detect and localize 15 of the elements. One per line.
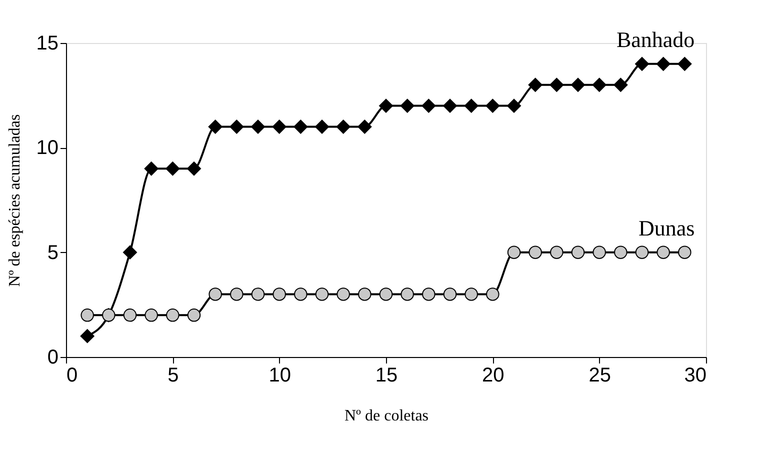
y-tick-label: 10 xyxy=(36,137,58,160)
y-axis-title: Nº de espécies acumuladas xyxy=(6,114,24,287)
x-tick-label: 10 xyxy=(268,364,291,386)
y-tick-label: 15 xyxy=(36,32,58,54)
x-tick-label: 20 xyxy=(482,364,504,386)
y-tick-label: 5 xyxy=(47,242,58,264)
x-tick-label: 0 xyxy=(66,364,78,386)
y-tick-label: 0 xyxy=(47,346,58,368)
x-tick-label: 15 xyxy=(375,364,398,386)
series-label: Banhado xyxy=(616,26,695,52)
x-tick-label: 25 xyxy=(588,364,611,386)
series-label: Dunas xyxy=(638,215,695,240)
x-tick-label: 5 xyxy=(168,364,179,386)
x-axis-title: Nº de coletas xyxy=(344,408,429,424)
x-tick-label: 30 xyxy=(684,364,706,386)
